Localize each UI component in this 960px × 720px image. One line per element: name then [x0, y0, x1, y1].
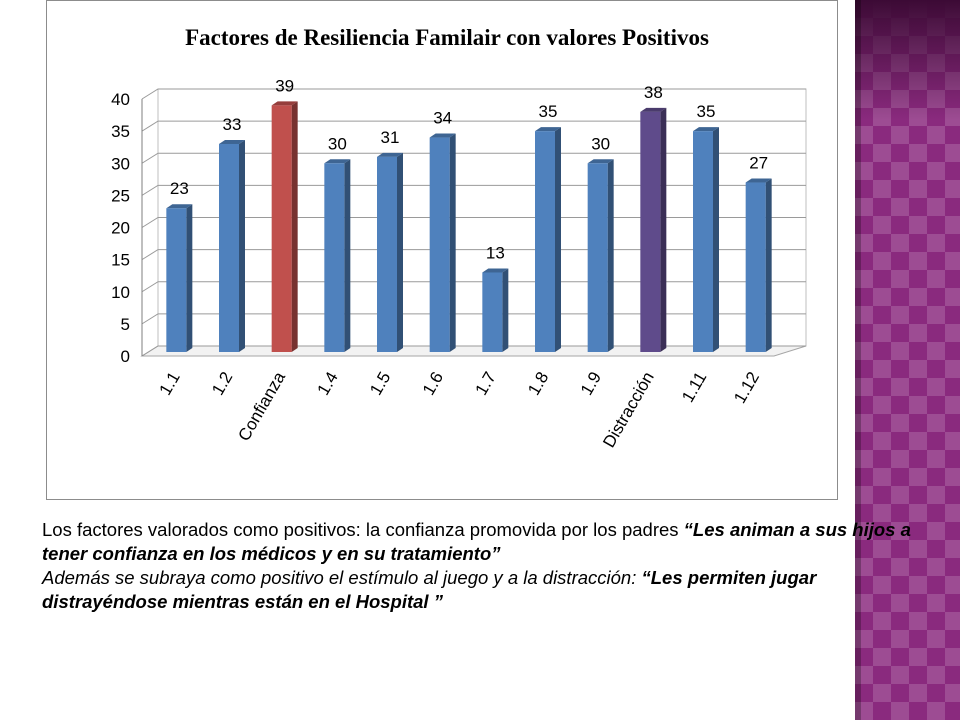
caption-quote2: “Les permiten jugar distrayéndose mientr…: [42, 567, 817, 612]
bar-front: [587, 163, 608, 352]
bar-front: [324, 163, 345, 352]
bar-top: [219, 139, 245, 144]
bar-top: [482, 268, 509, 273]
bar: [219, 139, 245, 352]
bar-top: [324, 159, 351, 164]
bar: [535, 127, 561, 352]
data-label: 33: [223, 115, 242, 134]
bar-top: [640, 107, 667, 112]
caption-quote1: “Les animan a sus hijos a tener confianz…: [42, 519, 911, 564]
bar: [587, 159, 614, 352]
x-tick-label: 1.6: [419, 369, 447, 399]
data-label: 27: [749, 154, 768, 173]
gridline: [141, 152, 806, 164]
y-tick-label: 35: [111, 122, 130, 141]
bar: [429, 133, 456, 352]
x-tick-label: 1.8: [524, 369, 552, 399]
y-tick-label: 10: [111, 283, 130, 302]
bar-front: [535, 131, 555, 352]
bar-top: [745, 178, 772, 183]
x-tick-label: 1.1: [156, 369, 184, 399]
bar-side: [502, 268, 509, 352]
data-labels: 23 33 39 30 31 34 13 35 30 38 35 27: [170, 76, 768, 262]
x-tick-label: 1.5: [366, 369, 394, 399]
y-tick-label: 25: [111, 186, 130, 205]
bar-top: [587, 159, 614, 164]
bar-side: [713, 127, 719, 352]
bar-side: [344, 159, 351, 352]
decorative-side-band: [855, 0, 960, 720]
bar-side: [555, 127, 561, 352]
data-label: 35: [539, 102, 558, 121]
bar-side: [765, 178, 772, 352]
bar: [640, 107, 667, 352]
bar-side: [660, 107, 667, 352]
data-label: 35: [697, 102, 716, 121]
gridline: [141, 120, 806, 132]
gridline: [141, 88, 806, 100]
data-label: 39: [275, 76, 294, 95]
x-tick-label: 1.2: [208, 369, 236, 399]
caption-text: Los factores valorados como positivos: l…: [42, 518, 942, 614]
bar: [324, 159, 351, 352]
bar-front: [166, 208, 187, 352]
bar-side: [291, 101, 298, 352]
x-tick-label: 1.9: [577, 369, 605, 399]
y-tick-label: 30: [111, 154, 130, 173]
y-tick-label: 0: [121, 347, 130, 366]
data-label: 23: [170, 179, 189, 198]
chart-frame: Factores de Resiliencia Familair con val…: [46, 0, 838, 500]
bar-side: [186, 204, 193, 352]
x-tick-label: Confianza: [234, 368, 289, 444]
x-tick-label: 1.7: [472, 369, 500, 399]
data-label: 34: [433, 109, 452, 128]
bar-side: [449, 133, 456, 352]
bar-front: [429, 137, 450, 352]
y-tick-label: 40: [111, 90, 130, 109]
x-tick-label: Distracción: [599, 369, 658, 451]
chart-title: Factores de Resiliencia Familair con val…: [185, 25, 709, 50]
x-tick-label: 1.4: [314, 369, 342, 399]
bar-top: [429, 133, 456, 138]
bar-front: [271, 105, 292, 352]
bar-front: [482, 272, 503, 352]
data-label: 30: [328, 134, 347, 153]
bar-top: [271, 101, 298, 106]
y-tick-label: 15: [111, 251, 130, 270]
bar-side: [239, 139, 245, 352]
bar-side: [397, 152, 403, 352]
bar-front: [640, 111, 661, 352]
data-label: 30: [591, 134, 610, 153]
bar-top: [166, 204, 193, 209]
x-tick-label: 1.11: [678, 369, 710, 406]
bar-chart: Factores de Resiliencia Familair con val…: [111, 25, 807, 451]
data-label: 31: [381, 128, 400, 147]
bar: [693, 127, 719, 352]
bar-front: [745, 182, 766, 352]
caption-line1: Los factores valorados como positivos: l…: [42, 519, 684, 540]
bar-top: [377, 152, 403, 157]
bar-top: [535, 127, 561, 132]
bar: [377, 152, 403, 352]
bar: [482, 268, 509, 352]
bar: [166, 204, 193, 352]
caption-line2: Además se subraya como positivo el estím…: [42, 567, 642, 588]
bar: [745, 178, 772, 352]
y-tick-label: 20: [111, 219, 130, 238]
bar-front: [219, 143, 239, 352]
y-tick-label: 5: [121, 315, 130, 334]
chart-bars: [166, 101, 772, 352]
x-tick-label: 1.12: [730, 369, 763, 407]
bar-front: [377, 156, 397, 352]
bar-top: [693, 127, 719, 132]
bar-front: [693, 131, 713, 352]
y-axis: 0 5 10 15 20 25 30 35 40: [111, 90, 143, 366]
data-label: 13: [486, 243, 505, 262]
bar-side: [607, 159, 614, 352]
bar: [271, 101, 298, 352]
data-label: 38: [644, 83, 663, 102]
